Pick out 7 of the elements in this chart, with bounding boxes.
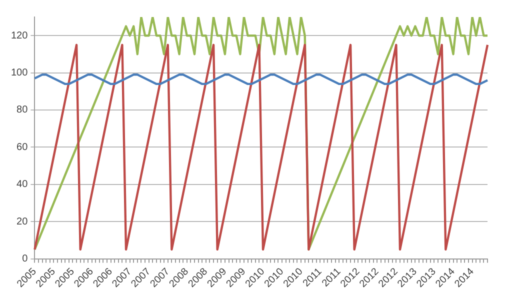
y-tick-label: 120 xyxy=(10,30,28,42)
y-tick-label: 0 xyxy=(22,254,28,265)
y-tick-label: 20 xyxy=(16,216,28,228)
y-tick-label: 80 xyxy=(16,104,28,116)
y-tick-label: 40 xyxy=(16,179,28,190)
y-tick-label: 60 xyxy=(16,142,28,153)
y-tick-label: 100 xyxy=(10,68,28,79)
